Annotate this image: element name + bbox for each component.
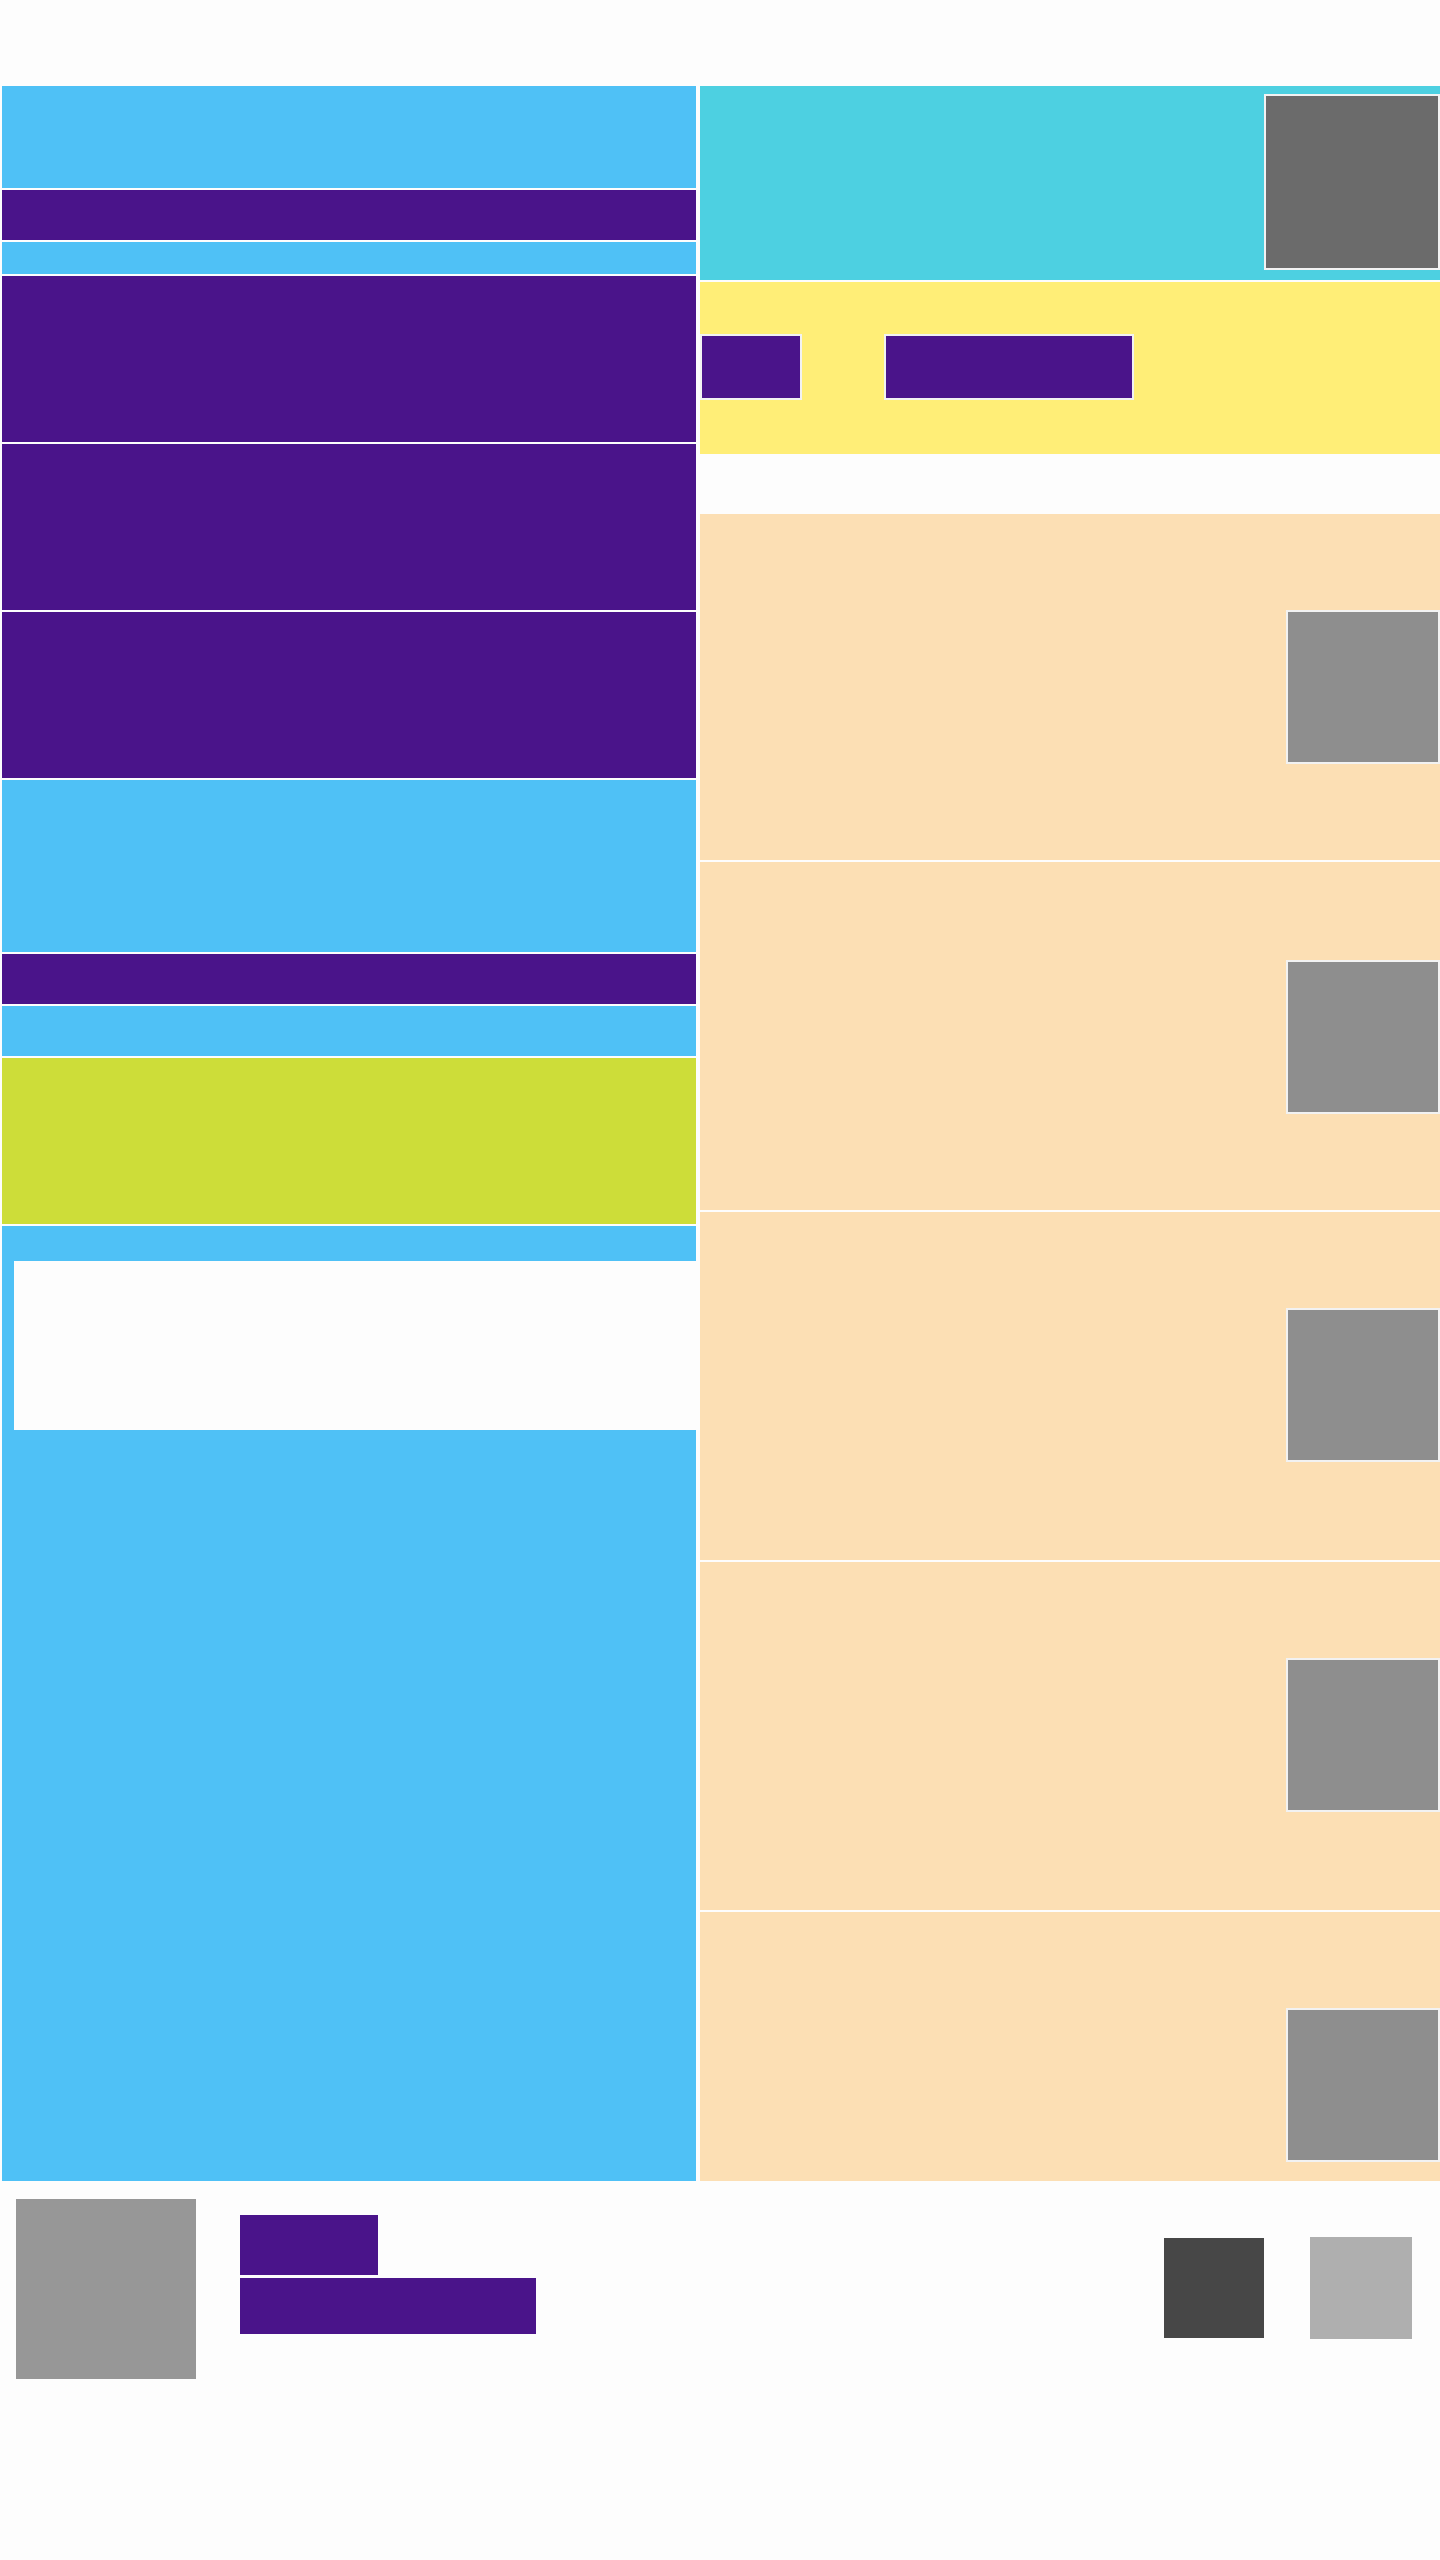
light-action-icon[interactable] bbox=[1310, 2237, 1412, 2339]
image-placeholder-icon bbox=[1264, 94, 1440, 270]
image-placeholder-icon bbox=[1286, 610, 1440, 764]
left-spacer-strip bbox=[2, 242, 696, 274]
left-header-area bbox=[2, 86, 696, 188]
left-content-card-1[interactable] bbox=[2, 276, 696, 442]
left-spacer-strip-2 bbox=[2, 1006, 696, 1056]
tab-1[interactable] bbox=[700, 334, 802, 400]
avatar-placeholder-icon[interactable] bbox=[16, 2199, 196, 2379]
image-placeholder-icon bbox=[1286, 960, 1440, 1114]
left-input-box[interactable] bbox=[14, 1261, 696, 1430]
left-highlight-card[interactable] bbox=[2, 1058, 696, 1224]
image-placeholder-icon bbox=[1286, 1308, 1440, 1462]
image-placeholder-icon bbox=[1286, 2008, 1440, 2162]
image-placeholder-icon bbox=[1286, 1658, 1440, 1812]
left-title-bar[interactable] bbox=[2, 190, 696, 240]
dark-action-icon[interactable] bbox=[1164, 2238, 1264, 2338]
left-content-card-3[interactable] bbox=[2, 612, 696, 778]
footer-subtitle-bar bbox=[240, 2278, 536, 2334]
left-title-bar-2[interactable] bbox=[2, 954, 696, 1004]
left-section-area bbox=[2, 780, 696, 952]
left-content-card-2[interactable] bbox=[2, 444, 696, 610]
tab-2[interactable] bbox=[884, 334, 1134, 400]
footer-title-bar bbox=[240, 2215, 378, 2275]
